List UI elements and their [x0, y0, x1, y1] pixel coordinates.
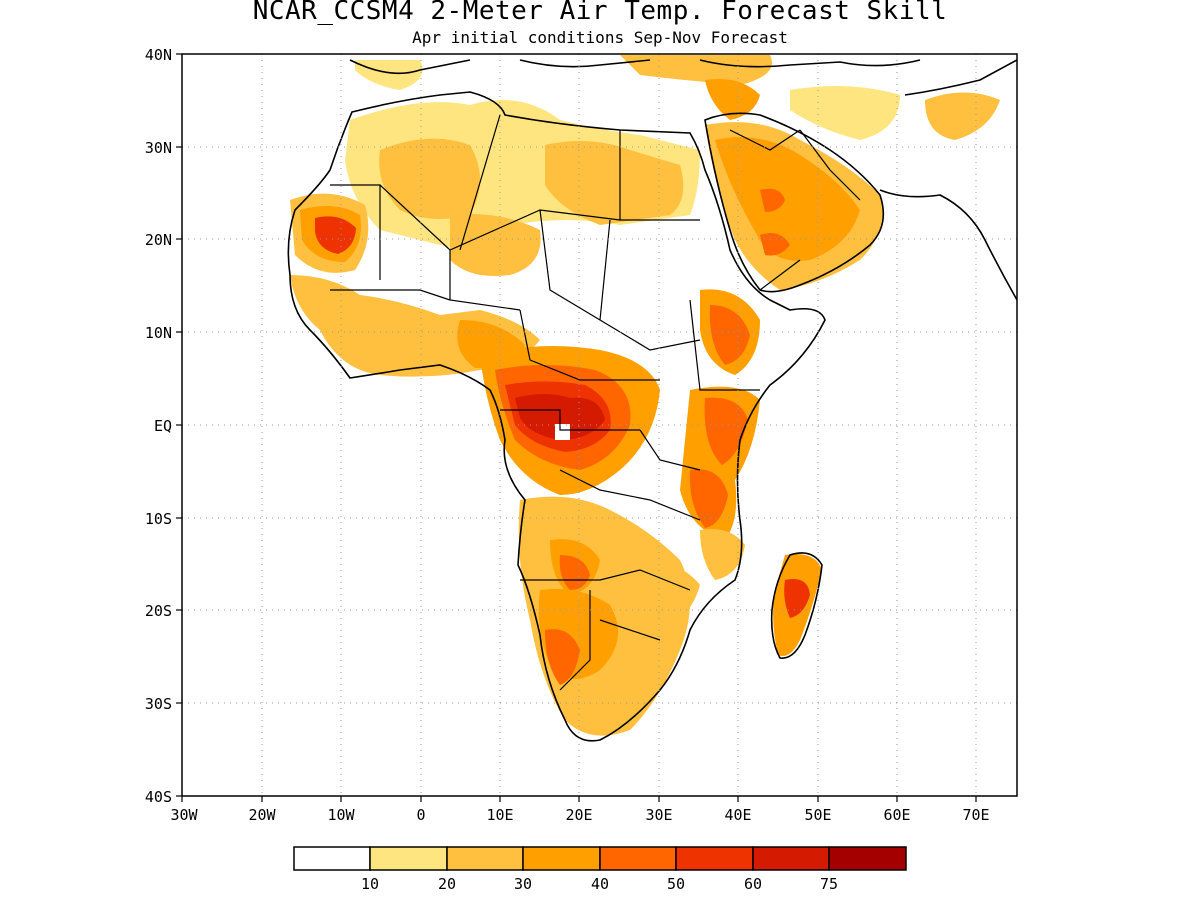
colorbar-label: 60: [744, 875, 762, 893]
colorbar: [293, 846, 907, 871]
skill-region: [790, 86, 900, 140]
colorbar-swatch: [446, 846, 524, 871]
skill-region: [315, 216, 356, 254]
lon-tick-label: 10E: [486, 806, 513, 824]
colorbar-swatch: [828, 846, 907, 871]
colorbar-label: 75: [820, 875, 838, 893]
lat-tick-label: 30N: [145, 139, 172, 157]
colorbar-swatch: [675, 846, 754, 871]
arabia-coastline: [704, 112, 885, 293]
asia-coastline: [879, 189, 1017, 301]
country-borders: [330, 114, 861, 691]
lon-axis: 30W 20W 10W 0 10E 20E 30E 40E 50E 60E 70…: [170, 806, 989, 824]
lat-axis: 40N 30N 20N 10N EQ 10S 20S 30S 40S: [145, 46, 172, 806]
madagascar-coastline: [770, 552, 823, 659]
skill-region: [709, 305, 750, 365]
skill-region: [704, 397, 748, 465]
lat-tick-label: 20S: [145, 602, 172, 620]
frame-ticks: [176, 53, 977, 802]
skill-region: [760, 188, 785, 212]
lon-tick-label: 70E: [962, 806, 989, 824]
lat-tick-label: 40S: [145, 788, 172, 806]
colorbar-label: 40: [591, 875, 609, 893]
lat-tick-label: 10S: [145, 510, 172, 528]
colorbar-swatch: [599, 846, 677, 871]
map-title: NCAR_CCSM4 2-Meter Air Temp. Forecast Sk…: [252, 0, 948, 26]
colorbar-swatch: [752, 846, 830, 871]
skill-region: [689, 469, 728, 528]
map-subtitle: Apr initial conditions Sep-Nov Forecast: [412, 28, 788, 47]
lon-tick-label: 20W: [248, 806, 276, 824]
skill-shading: [290, 55, 1000, 736]
colorbar-label: 50: [667, 875, 685, 893]
colorbar-label: 30: [514, 875, 532, 893]
skill-region: [559, 555, 590, 590]
lon-tick-label: 20E: [565, 806, 592, 824]
colorbar-swatch: [369, 846, 448, 871]
skill-region: [545, 629, 580, 685]
lon-tick-label: 10W: [327, 806, 355, 824]
africa-coastline: [287, 91, 826, 742]
skill-region: [555, 424, 570, 440]
skill-region: [700, 529, 745, 580]
skill-region: [355, 60, 423, 90]
lon-tick-label: 50E: [804, 806, 831, 824]
grid-lines: [182, 54, 1017, 796]
lon-tick-label: 40E: [724, 806, 751, 824]
lat-tick-label: 10N: [145, 324, 172, 342]
skill-region: [620, 55, 772, 85]
lon-tick-label: 30W: [170, 806, 198, 824]
colorbar-labels: 10 20 30 40 50 60 75: [361, 875, 838, 893]
skill-region: [545, 141, 684, 225]
skill-region: [450, 214, 541, 276]
lon-tick-label: 0: [416, 806, 425, 824]
lon-tick-label: 60E: [883, 806, 910, 824]
europe-coastline: [349, 59, 1017, 96]
skill-region: [715, 137, 860, 261]
lat-tick-label: 30S: [145, 695, 172, 713]
coastlines: [287, 59, 1017, 742]
skill-region: [379, 138, 480, 219]
colorbar-swatch: [522, 846, 601, 871]
lat-tick-label: 40N: [145, 46, 172, 64]
colorbar-swatch: [293, 846, 371, 871]
colorbar-label: 10: [361, 875, 379, 893]
skill-region: [925, 92, 1000, 140]
lat-tick-label: EQ: [154, 417, 172, 435]
skill-region: [639, 560, 700, 630]
colorbar-label: 20: [438, 875, 456, 893]
lat-tick-label: 20N: [145, 231, 172, 249]
skill-region: [705, 79, 760, 120]
lon-tick-label: 30E: [645, 806, 672, 824]
skill-region: [784, 579, 810, 618]
